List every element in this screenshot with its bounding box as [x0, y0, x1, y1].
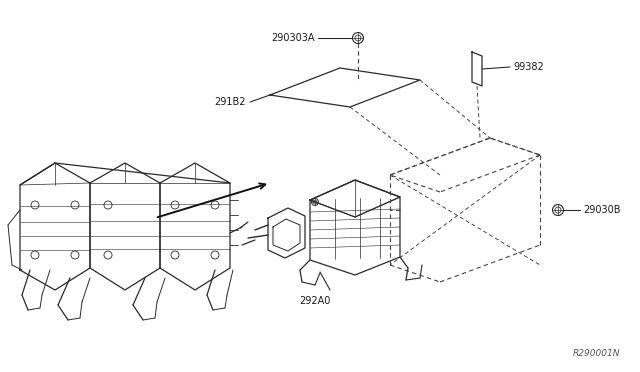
Text: R290001N: R290001N: [573, 349, 620, 358]
Text: 99382: 99382: [513, 62, 544, 72]
Text: 29030B: 29030B: [583, 205, 621, 215]
Text: 290303A: 290303A: [271, 33, 315, 43]
Text: 292A0: 292A0: [300, 296, 331, 306]
Text: 291B2: 291B2: [214, 97, 246, 107]
